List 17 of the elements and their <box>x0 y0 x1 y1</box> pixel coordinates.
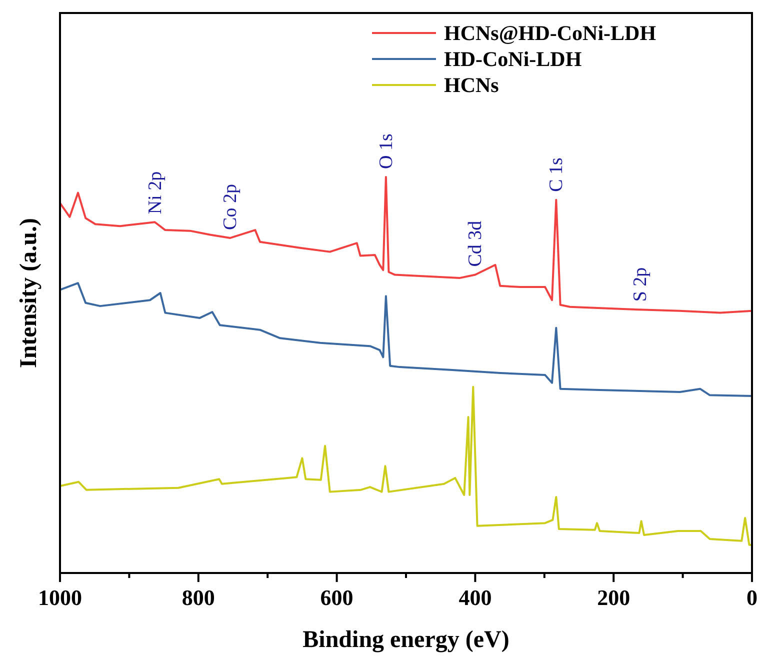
legend-label: HD-CoNi-LDH <box>444 47 582 71</box>
x-tick-label: 400 <box>458 585 492 610</box>
annotation: Cd 3d <box>465 220 486 267</box>
annotation: Co 2p <box>220 184 242 230</box>
x-tick-label: 200 <box>597 585 630 610</box>
x-tick-label: 1000 <box>38 585 82 610</box>
y-axis-title: Intensity (a.u.) <box>16 218 42 368</box>
annotation: C 1s <box>546 158 568 192</box>
annotation: Ni 2p <box>144 171 166 214</box>
x-tick-label: 600 <box>320 585 354 610</box>
x-axis-title: Binding energy (eV) <box>302 627 510 653</box>
legend-label: HCNs@HD-CoNi-LDH <box>444 21 656 45</box>
x-tick-label: 0 <box>746 585 758 610</box>
annotation: O 1s <box>376 134 397 169</box>
annotation: S 2p <box>630 267 651 302</box>
legend-label: HCNs <box>444 73 499 97</box>
x-tick-label: 800 <box>182 585 215 610</box>
